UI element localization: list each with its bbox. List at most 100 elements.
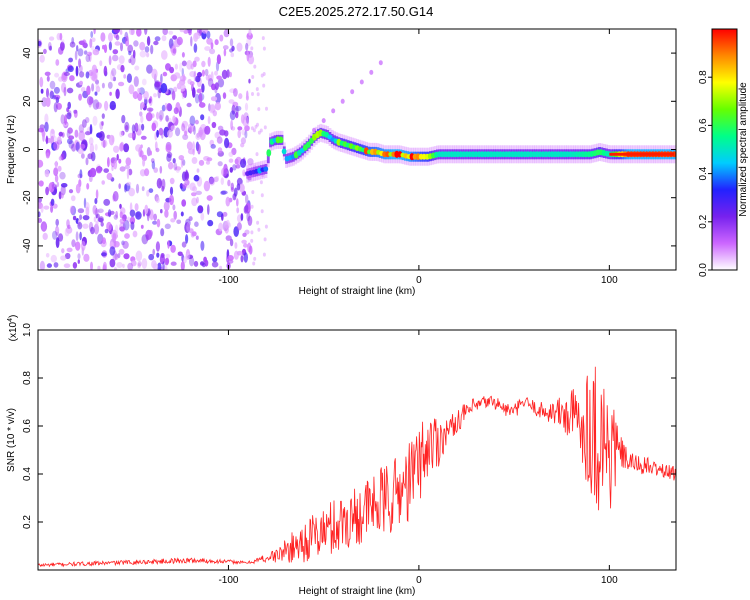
x-tick-label: 100: [601, 575, 618, 586]
noise-blob: [235, 105, 242, 112]
noise-blob: [137, 261, 142, 267]
noise-blob: [119, 218, 126, 225]
noise-blob: [221, 69, 228, 80]
noise-blob: [104, 100, 109, 111]
noise-blob: [44, 121, 49, 133]
noise-blob: [193, 125, 196, 135]
noise-blob: [255, 87, 259, 92]
noise-blob: [53, 167, 59, 177]
noise-blob: [79, 169, 83, 179]
noise-blob: [227, 179, 231, 187]
noise-blob: [194, 93, 200, 104]
noise-blob: [229, 167, 233, 173]
noise-blob: [223, 48, 227, 57]
noise-blob: [95, 220, 99, 226]
noise-blob: [181, 60, 187, 67]
noise-blob: [119, 29, 123, 35]
y-tick-label: -40: [22, 238, 33, 253]
noise-blob: [101, 180, 105, 185]
noise-blob: [245, 42, 249, 51]
noise-blob: [158, 110, 164, 121]
noise-blob: [94, 91, 98, 96]
noise-blob: [153, 213, 158, 221]
branch-point: [350, 89, 355, 95]
spectrogram-x-axis-label: Height of straight line (km): [299, 286, 416, 297]
x-tick-label: -100: [218, 575, 238, 586]
noise-blob: [262, 72, 266, 76]
noise-blob: [221, 167, 228, 177]
noise-blob: [146, 36, 151, 46]
noise-blob: [187, 78, 192, 85]
noise-blob: [173, 86, 178, 93]
noise-blob: [150, 44, 154, 55]
noise-blob: [241, 239, 247, 244]
noise-blob: [46, 263, 53, 268]
noise-blob: [160, 228, 165, 237]
noise-blob: [95, 83, 100, 89]
x-tick-label: 100: [601, 275, 618, 286]
noise-blob: [95, 189, 99, 200]
noise-blob: [222, 45, 229, 50]
noise-blob: [220, 177, 224, 185]
noise-blob: [74, 129, 79, 138]
noise-blob: [93, 223, 100, 235]
noise-blob: [144, 29, 148, 35]
noise-blob: [153, 40, 159, 46]
noise-blob: [144, 46, 150, 53]
noise-blob: [44, 71, 51, 77]
y-tick-label: 40: [22, 47, 33, 59]
noise-blob: [161, 35, 167, 42]
noise-blob: [219, 34, 224, 42]
noise-blob: [38, 127, 45, 133]
noise-blob: [217, 147, 223, 154]
noise-blob: [77, 253, 81, 260]
noise-blob: [248, 245, 253, 255]
noise-blob: [256, 220, 260, 225]
noise-blob: [236, 42, 243, 52]
noise-blob: [123, 74, 127, 79]
noise-blob: [140, 115, 144, 124]
noise-blob: [99, 60, 103, 67]
noise-blob: [69, 75, 75, 82]
noise-blob: [168, 30, 174, 35]
noise-blob: [230, 52, 235, 58]
snr-series-line: [37, 366, 677, 568]
noise-blob: [109, 100, 117, 111]
noise-blob: [244, 102, 249, 111]
noise-blob: [176, 219, 182, 225]
noise-blob: [128, 84, 135, 95]
x-tick-label: 0: [416, 575, 422, 586]
noise-blob: [257, 227, 261, 232]
noise-blob: [43, 48, 47, 55]
noise-blob: [157, 89, 161, 99]
noise-blob: [77, 48, 84, 57]
noise-blob: [215, 175, 219, 180]
noise-blob: [230, 182, 234, 191]
noise-blob: [205, 74, 210, 81]
noise-blob: [183, 92, 186, 99]
noise-blob: [132, 91, 139, 100]
x-tick-label: -100: [218, 275, 238, 286]
noise-blob: [161, 50, 168, 60]
noise-blob: [165, 144, 172, 153]
noise-blob: [261, 36, 265, 41]
noise-blob: [233, 187, 238, 197]
noise-blob: [108, 41, 112, 51]
noise-blob: [201, 69, 205, 77]
noise-blob: [165, 257, 170, 265]
noise-blob: [161, 104, 166, 112]
noise-blob: [232, 164, 237, 171]
noise-blob: [175, 127, 181, 137]
noise-blob: [191, 192, 197, 197]
noise-blob: [79, 71, 85, 78]
noise-blob: [119, 211, 123, 219]
noise-blob: [112, 191, 119, 202]
noise-blob: [119, 166, 126, 172]
noise-blob: [60, 255, 67, 261]
noise-blob: [235, 164, 241, 169]
noise-blob: [184, 130, 188, 136]
noise-blob: [63, 86, 67, 97]
noise-blob: [156, 252, 160, 258]
y-tick-label: 0.8: [22, 371, 33, 385]
noise-blob: [235, 111, 239, 119]
